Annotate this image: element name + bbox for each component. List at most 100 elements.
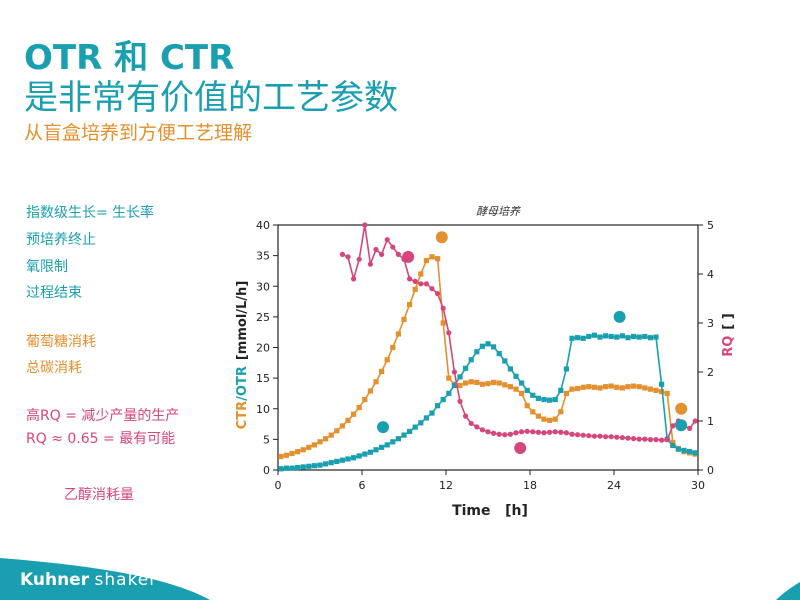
otr-point (580, 335, 586, 341)
rq-point (687, 425, 693, 431)
ctr-point (429, 254, 435, 260)
note-carbon-consumption: 总碳消耗 (26, 360, 82, 376)
otr-point (412, 424, 418, 430)
brand-bold: Kuhner (20, 570, 90, 590)
ctr-point (418, 271, 424, 277)
rq-point (580, 432, 586, 438)
y-left-tick-label: 20 (256, 342, 270, 355)
ctr-point (351, 411, 357, 417)
otr-point (379, 444, 385, 450)
ctr-point (339, 423, 345, 429)
rq-point (614, 434, 620, 440)
y-right-tick-label: 1 (707, 415, 714, 428)
ctr-point (608, 383, 614, 389)
note-preculture-end: 预培养终止 (26, 232, 96, 248)
ctr-point (401, 316, 407, 322)
ctr-point (552, 416, 558, 422)
otr-point (440, 396, 446, 403)
otr-point (524, 387, 530, 393)
otr-annotation-dot (613, 310, 626, 323)
otr-point (535, 395, 541, 401)
ctr-point (670, 439, 676, 446)
x-tick-label: 6 (359, 479, 366, 492)
rq-point (446, 330, 452, 336)
otr-point (619, 333, 625, 339)
rq-point (507, 431, 513, 437)
rq-point (547, 429, 553, 435)
ctr-point (323, 436, 329, 442)
otr-point (558, 387, 564, 393)
y-left-tick-label: 0 (263, 464, 270, 477)
ctr-point (631, 383, 637, 389)
rq-point (603, 434, 609, 440)
y-left-tick-label: 40 (256, 219, 270, 232)
ctr-point (636, 384, 642, 390)
otr-point (636, 334, 642, 340)
y-axis-right-label: RQ [ ] (721, 313, 736, 356)
ctr-point (373, 379, 379, 385)
ctr-point (306, 444, 312, 450)
rq-point (362, 222, 368, 228)
otr-point (317, 462, 323, 468)
y-label-sep: / (235, 396, 250, 401)
rq-point (519, 429, 525, 435)
ctr-point (407, 302, 413, 308)
otr-point (384, 442, 390, 448)
ctr-point (328, 432, 334, 438)
ctr-point (384, 357, 390, 363)
ctr-point (496, 380, 502, 386)
y-left-tick-label: 35 (256, 250, 270, 263)
ctr-point (591, 384, 597, 390)
note-high-rq: 高RQ = 减少产量的生产 (26, 408, 180, 424)
ctr-point (474, 379, 480, 386)
otr-point (692, 450, 698, 456)
otr-point (429, 410, 435, 416)
slide-title-line1: OTR 和 CTR (24, 38, 235, 78)
otr-point (631, 333, 637, 340)
rq-point (485, 429, 491, 435)
rq-point (535, 429, 541, 435)
ctr-point (653, 387, 659, 393)
rq-point (423, 281, 429, 287)
y-right-tick-label: 0 (707, 464, 714, 477)
rq-point (636, 436, 642, 442)
otr-point (323, 461, 329, 467)
note-rq-065: RQ ≈ 0.65 = 最有可能 (26, 431, 176, 447)
ctr-point (311, 442, 317, 448)
otr-point (547, 397, 553, 403)
y-label-rq: RQ (721, 336, 736, 357)
rq-point (552, 429, 558, 435)
otr-point (356, 453, 362, 459)
rq-point (468, 420, 474, 427)
rq-point (463, 413, 469, 419)
otr-point (367, 449, 373, 455)
rq-point (631, 436, 637, 442)
rq-point (474, 424, 480, 430)
ctr-point (524, 403, 530, 409)
otr-point (339, 457, 345, 463)
y-right-tick-label: 4 (707, 268, 714, 281)
rq-annotation-dot (514, 441, 527, 454)
otr-point (446, 390, 452, 397)
otr-point (401, 432, 407, 438)
rq-point (569, 431, 575, 437)
otr-point (519, 380, 525, 386)
rq-point (619, 435, 625, 441)
slide-title-line2: 是非常有价值的工艺参数 (24, 78, 398, 118)
otr-point (328, 460, 334, 466)
ctr-point (468, 379, 474, 385)
x-tick-label: 0 (275, 479, 282, 492)
otr-point (591, 332, 597, 338)
rq-point (390, 244, 396, 250)
y-right-tick-label: 5 (707, 219, 714, 232)
ctr-point (362, 396, 368, 403)
ctr-point (457, 382, 463, 389)
otr-point (451, 382, 457, 389)
otr-point (614, 334, 620, 340)
otr-point (395, 436, 401, 442)
ctr-point (334, 428, 340, 434)
rq-point (524, 428, 530, 434)
ctr-point (390, 344, 396, 351)
otr-point (608, 333, 614, 340)
otr-point (435, 403, 441, 409)
